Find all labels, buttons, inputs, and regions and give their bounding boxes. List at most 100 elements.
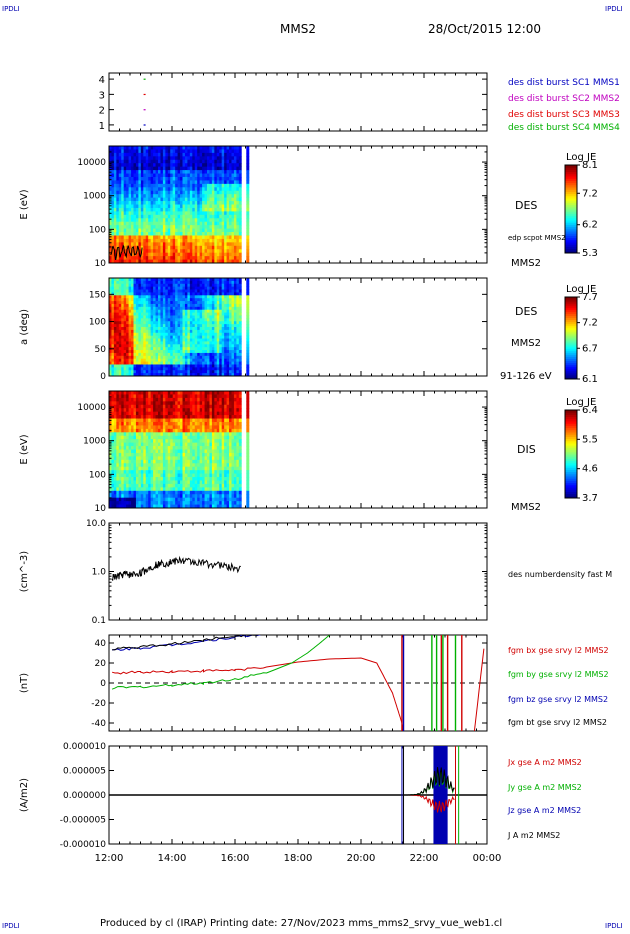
dis-energy-cell	[128, 446, 132, 450]
des-energy-cell	[189, 176, 193, 181]
des-energy-cell	[126, 252, 129, 257]
des-energy-cell	[148, 221, 152, 226]
des-energy-cell	[202, 221, 205, 226]
des-pitch-cell	[219, 295, 223, 299]
des-energy-cell	[192, 214, 196, 219]
des-energy-cell	[231, 156, 235, 161]
des-energy-cell	[123, 232, 127, 236]
dis-energy-cell	[150, 401, 154, 406]
des-pitch-cell	[158, 350, 161, 354]
des-pitch-cell	[229, 373, 232, 377]
des-energy-cell	[128, 232, 132, 236]
dis-energy-cell	[158, 421, 161, 426]
des-pitch-cell	[226, 295, 230, 299]
des-energy-cell	[202, 194, 205, 199]
des-energy-cell	[118, 207, 122, 212]
des-pitch-cell	[180, 295, 183, 299]
des-energy-cell	[219, 149, 223, 154]
des-pitch-cell	[202, 338, 205, 342]
des-energy-cell	[184, 152, 188, 157]
des-energy-cell	[219, 214, 223, 219]
des-energy-cell	[187, 221, 191, 226]
des-pitch-cell	[165, 315, 169, 319]
des-pitch-cell	[123, 367, 127, 371]
des-energy-cell	[204, 197, 208, 202]
des-energy-cell	[221, 214, 225, 219]
dis-energy-cell	[123, 442, 127, 447]
des-pitch-cell	[140, 355, 144, 360]
des-pitch-cell	[233, 309, 237, 313]
dis-energy-cell	[140, 421, 144, 426]
des-pitch-cell	[155, 324, 159, 328]
des-pitch-cell	[226, 301, 230, 305]
dis-energy-cell	[148, 418, 152, 423]
dis-energy-cell	[158, 490, 161, 495]
des-energy-cell	[216, 242, 220, 247]
des-energy-cell	[192, 183, 196, 188]
des-energy-cell	[211, 163, 215, 168]
des-energy-cell	[165, 211, 169, 216]
des-pitch-cell	[192, 364, 196, 368]
dis-energy-cell	[138, 391, 142, 395]
dis-energy-cell	[133, 466, 137, 471]
des-energy-cell	[145, 180, 149, 185]
dis-energy-cell	[153, 415, 156, 419]
des-pitch-cell	[113, 280, 117, 285]
des-energy-cell	[216, 180, 220, 185]
des-energy-cell	[116, 170, 120, 174]
des-pitch-cell	[211, 318, 215, 322]
des-pitch-cell	[226, 370, 230, 374]
des-energy-cell	[121, 190, 125, 195]
des-energy-cell	[187, 166, 191, 171]
des-pitch-cell	[128, 364, 132, 368]
des-pitch-cell	[128, 344, 132, 348]
dis-energy-cell	[118, 452, 122, 457]
dis-energy-cell	[155, 435, 159, 440]
des-energy-cell	[148, 152, 152, 157]
des-pitch-cell	[109, 335, 112, 339]
des-energy-cell	[207, 201, 210, 205]
des-energy-cell	[167, 197, 171, 202]
des-energy-cell	[145, 187, 149, 192]
dis-energy-cell	[138, 483, 142, 488]
des-pitch-cell	[177, 367, 181, 371]
des-energy-cell	[128, 197, 132, 202]
des-pitch-cell	[111, 370, 115, 374]
des-pitch-cell	[126, 332, 129, 337]
des-energy-cell	[192, 221, 196, 226]
des-pitch-strip	[246, 286, 250, 290]
des-energy-cell	[229, 176, 232, 181]
des-pitch-cell	[177, 358, 181, 362]
des-energy-cell	[175, 152, 178, 157]
dis-energy-cell	[145, 408, 149, 413]
des-energy-cell	[229, 146, 232, 150]
des-pitch-cell	[224, 278, 227, 282]
des-pitch-cell	[226, 335, 230, 339]
des-pitch-cell	[162, 301, 166, 305]
des-energy-cell	[182, 218, 186, 223]
des-pitch-cell	[116, 341, 120, 345]
dis-energy-cell	[118, 421, 122, 426]
des-pitch-cell	[221, 329, 225, 334]
dis-energy-cell	[126, 504, 129, 509]
dis-energy-cell	[135, 470, 139, 474]
des-pitch-cell	[123, 373, 127, 377]
des-energy-cell	[219, 187, 223, 192]
des-energy-cell	[199, 156, 203, 161]
des-pitch-cell	[113, 292, 117, 296]
des-pitch-cell	[231, 338, 235, 342]
dis-energy-cell	[126, 401, 129, 406]
dis-energy-cell	[143, 466, 147, 471]
des-energy-cell	[170, 207, 174, 212]
des-energy-cell	[214, 225, 218, 229]
des-energy-cell	[221, 232, 225, 236]
des-pitch-cell	[226, 298, 230, 302]
des-energy-cell	[158, 166, 161, 171]
des-energy-cell	[158, 218, 161, 223]
des-pitch-cell	[162, 280, 166, 285]
des-energy-cell	[199, 166, 203, 171]
des-pitch-cell	[150, 303, 154, 308]
des-energy-cell	[189, 232, 193, 236]
des-pitch-cell	[145, 301, 149, 305]
des-energy-cell	[229, 249, 232, 254]
